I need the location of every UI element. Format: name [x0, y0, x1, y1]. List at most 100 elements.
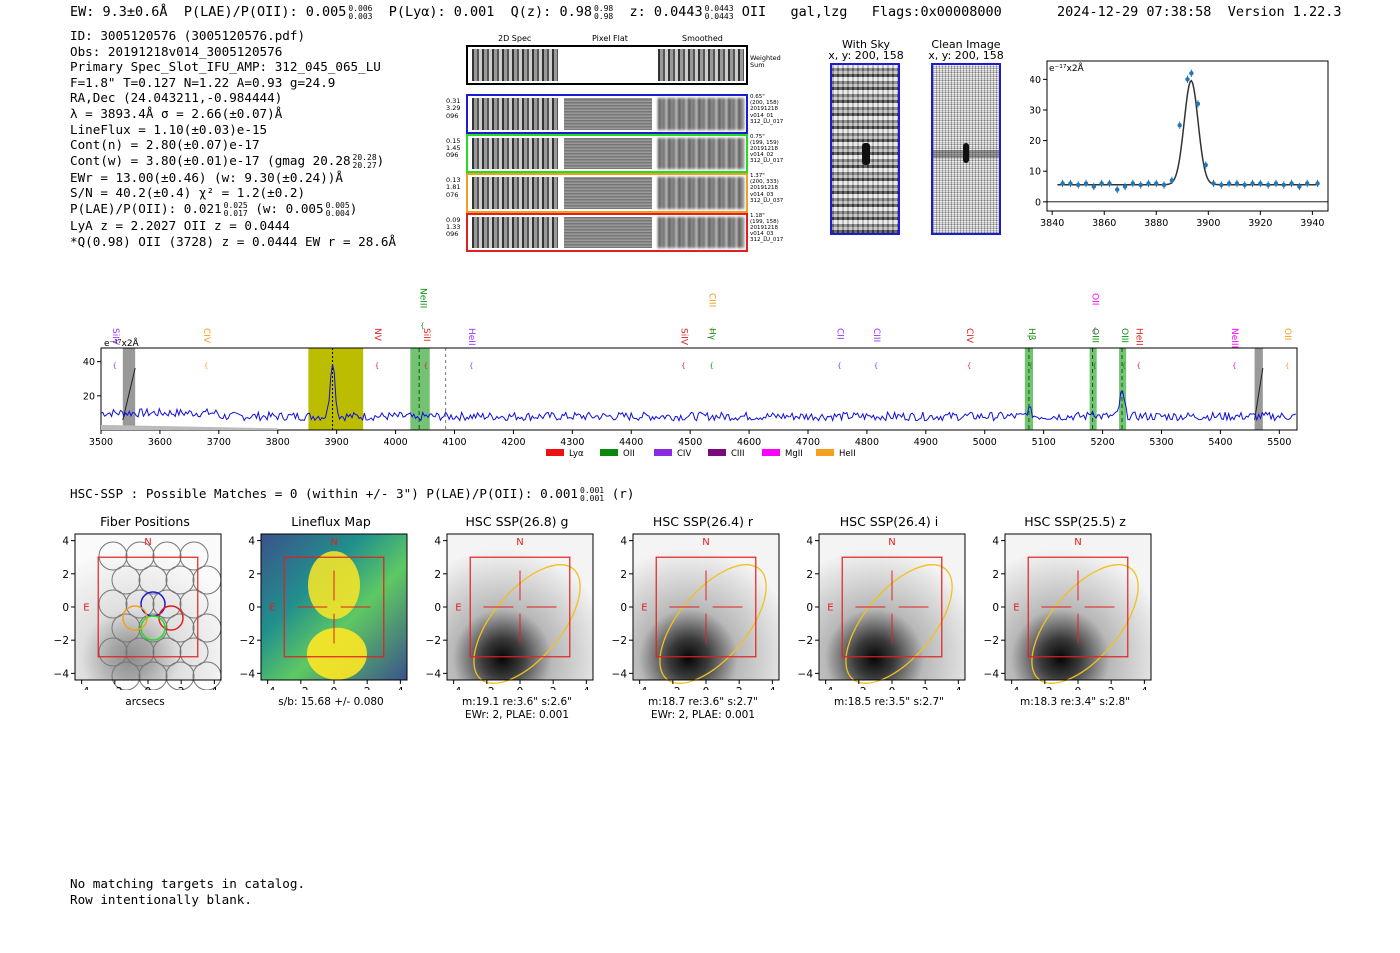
spectral-line-label: Hβ — [1026, 328, 1036, 341]
y-tick-label: −4 — [54, 668, 70, 680]
y-tick-label: −2 — [54, 635, 69, 647]
spectral-line-bracket: { — [709, 362, 713, 370]
x-tick-label: −2 — [293, 686, 308, 690]
y-tick-label: −2 — [426, 635, 441, 647]
fiber-circle — [111, 565, 141, 595]
weighted-sum-label: Weighted Sum — [750, 54, 781, 70]
hsc-panel-title: HSC SSP(26.4) i — [839, 514, 939, 529]
spectrum-x-tick-label: 4900 — [914, 437, 938, 448]
spectral-line-bracket: { — [709, 327, 713, 335]
spectral-line-bracket: { — [424, 362, 428, 370]
hsc-panel-title: HSC SSP(25.5) z — [1024, 514, 1126, 529]
cutout-smooth — [658, 177, 744, 209]
cutout-row-left-label: 096 — [446, 111, 459, 120]
spectrum-x-tick-label: 5000 — [973, 437, 997, 448]
hsc-panel-plot: N E −4 −4 −2 −2 0 0 2 2 4 4 — [240, 533, 408, 690]
zoom-data-point — [1304, 181, 1310, 186]
cutout-2d — [472, 216, 558, 248]
cutout-row-left-labels: 0.15 1.45 096 — [446, 137, 466, 160]
zoom-data-point — [1242, 182, 1247, 188]
spectral-line-label: NeIII — [417, 288, 427, 308]
header-plae: P(LAE)/P(OII): 0.005 — [183, 4, 347, 20]
fiber-circle — [111, 613, 141, 643]
zoom-data-point — [1083, 181, 1089, 186]
header-timestamp: 2024-12-29 07:38:58 — [1057, 4, 1212, 20]
fiber-circle — [165, 613, 195, 643]
spectral-line-label: SiII — [421, 328, 431, 342]
cutout-row-right-label: 20191218 — [750, 145, 778, 152]
x-tick-label: 0 — [145, 686, 152, 690]
hsc-cutout-image — [447, 534, 593, 680]
zoom-data-point — [1146, 181, 1151, 186]
hsc-panel-caption-2: EWr: 2, PLAE: 0.001 — [464, 709, 570, 721]
cutout-row — [466, 94, 748, 134]
info-plae-text: P(LAE)/P(OII): 0.021 — [70, 200, 222, 216]
cutout-row-right-label: v014_02 — [750, 152, 774, 159]
with-sky-image — [830, 63, 900, 235]
x-tick-label: 0 — [889, 686, 896, 690]
hsc-cutout-image — [1005, 534, 1151, 680]
compass-east: E — [269, 602, 275, 613]
masked-band — [122, 348, 136, 430]
spectral-line-bracket: { — [113, 362, 117, 370]
spectrum-x-tick-label: 4400 — [619, 437, 643, 448]
info-plae-hi: 0.025 — [223, 200, 248, 210]
info-lambda: λ = 3893.4Å σ = 2.66(±0.07)Å — [70, 105, 283, 121]
zoom-x-tick-label: 3920 — [1248, 218, 1272, 229]
fiber-circle — [111, 661, 141, 690]
spectral-line-label: CIII — [871, 328, 881, 342]
compass-east: E — [1013, 602, 1019, 613]
cutout-flat — [564, 98, 652, 130]
y-tick-label: 4 — [434, 536, 441, 548]
cutout-row-right-label: 1.18" — [750, 212, 765, 219]
cutout-flat — [564, 177, 652, 209]
spectral-line-label: OIII — [1090, 328, 1100, 343]
zoom-data-point — [1234, 181, 1240, 186]
fiber-overlay-bg — [75, 534, 221, 680]
cutout-row-right-label: 20191218 — [750, 224, 778, 231]
cutout-row-right-labels: 0.75" (199, 159) 20191218 v014_02 312_LU_017 — [750, 134, 783, 165]
x-tick-label: −4 — [632, 686, 648, 690]
y-tick-label: −4 — [612, 668, 628, 680]
spectral-line-bracket: { — [1122, 362, 1126, 370]
cutout-row-right-label: 1.37" — [750, 173, 765, 179]
cutout-row-right-label: (200, 333) — [750, 179, 779, 186]
info-contw: Cont(w) = 3.80(±0.01)e-17 (gmag 20.28 20.… — [70, 153, 396, 170]
search-box — [97, 556, 199, 658]
spectrum-x-tick-label: 4000 — [383, 437, 407, 448]
cutout-2d — [472, 98, 558, 130]
zoom-x-tick-label: 3940 — [1300, 218, 1324, 229]
legend-label: HeII — [839, 449, 856, 459]
cutout-smooth — [658, 98, 744, 130]
zoom-x-tick-label: 3860 — [1092, 218, 1116, 229]
legend-swatch — [654, 449, 672, 456]
galaxy-ellipse — [845, 564, 953, 684]
hsc-panel-caption: m:19.1 re:3.6" s:2.6" — [462, 696, 572, 708]
search-box — [655, 556, 757, 658]
spectrum-x-tick-label: 4200 — [501, 437, 525, 448]
spectrum-y-tick-label: 40 — [83, 357, 95, 368]
fiber-circle — [179, 541, 209, 571]
hsc-panel-plot: N E −4 −4 −2 −2 0 0 2 2 4 4 — [984, 533, 1152, 690]
info-primary: Primary Spec_Slot_IFU_AMP: 312_045_065_L… — [70, 59, 381, 75]
col-label-smooth: Smoothed — [682, 34, 723, 43]
zoom-data-point — [1161, 182, 1167, 188]
compass-east: E — [641, 602, 647, 613]
spectral-line-label: NV — [372, 328, 382, 342]
y-tick-label: 2 — [434, 569, 441, 581]
spectrum-x-tick-label: 4600 — [737, 437, 761, 448]
spectral-line-label: OIII — [1119, 328, 1129, 343]
cutout-flat — [564, 137, 652, 169]
x-tick-label: 2 — [178, 686, 185, 690]
x-tick-label: 4 — [955, 686, 962, 690]
with-sky-title: With Sky — [842, 38, 890, 51]
spectrum-x-tick-label: 4500 — [678, 437, 702, 448]
x-tick-label: −4 — [260, 686, 276, 690]
fiber-circle — [165, 661, 195, 690]
legend-swatch — [708, 449, 726, 456]
header-version: Version 1.22.3 — [1227, 4, 1342, 20]
info-lya: LyA z = 2.2027 OII z = 0.0444 — [70, 217, 290, 233]
info-contw-text: Cont(w) = 3.80(±0.01)e-17 (gmag 20.28 — [70, 152, 351, 168]
hsc-panel: HSC SSP(26.4) i N E −4 −4 −2 −2 0 0 2 2 4 4 m:18.5 re… — [798, 512, 994, 722]
x-tick-label: 4 — [211, 686, 218, 690]
